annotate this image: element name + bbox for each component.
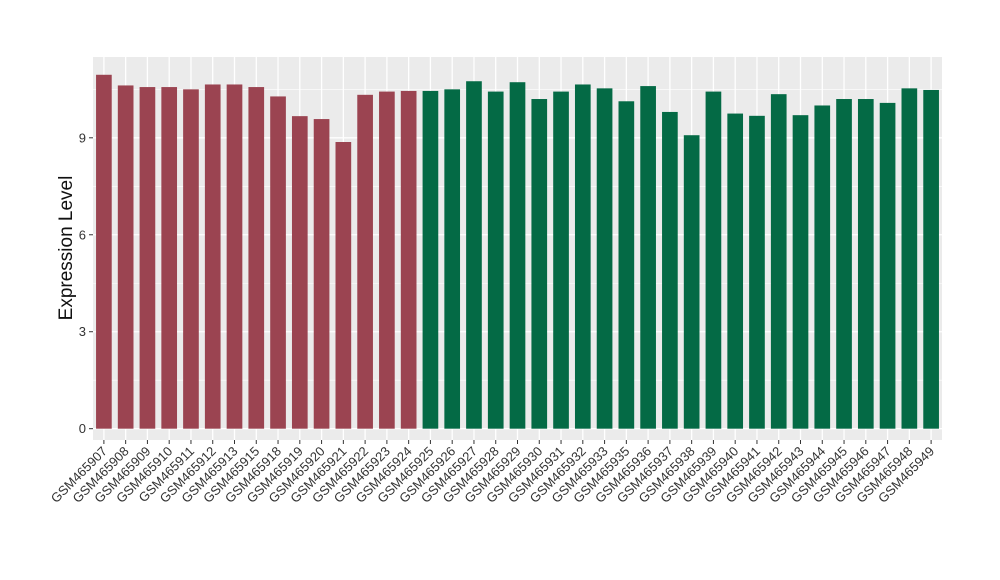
bar-GSM465923 <box>379 91 395 429</box>
bar-GSM465918 <box>270 96 286 429</box>
bar-GSM465913 <box>226 84 243 429</box>
bar-GSM465937 <box>662 111 678 429</box>
bar-GSM465942 <box>770 94 787 429</box>
bar-GSM465919 <box>291 116 308 429</box>
bar-GSM465924 <box>400 90 417 429</box>
bar-GSM465948 <box>901 88 918 429</box>
bar-GSM465943 <box>792 115 809 429</box>
bar-GSM465910 <box>161 87 178 429</box>
y-axis-title: Expression Level <box>56 176 77 321</box>
bars <box>96 74 939 429</box>
bar-GSM465946 <box>857 99 874 429</box>
bar-GSM465911 <box>183 89 199 429</box>
bar-GSM465940 <box>727 113 744 429</box>
bar-GSM465928 <box>487 91 504 429</box>
bar-GSM465932 <box>574 84 591 429</box>
bar-GSM465945 <box>836 99 852 429</box>
bar-GSM465933 <box>596 88 613 429</box>
bar-GSM465947 <box>879 102 896 429</box>
bar-GSM465935 <box>618 101 635 429</box>
bar-GSM465929 <box>509 82 526 429</box>
bar-GSM465936 <box>640 86 656 429</box>
bar-GSM465921 <box>335 142 352 429</box>
bar-GSM465909 <box>139 87 156 429</box>
bar-GSM465939 <box>705 91 722 429</box>
bar-GSM465908 <box>117 85 134 429</box>
y-tick-label: 6 <box>79 227 86 242</box>
bar-GSM465920 <box>313 119 330 429</box>
bar-GSM465922 <box>357 94 373 429</box>
bar-GSM465949 <box>923 89 939 429</box>
bar-GSM465915 <box>248 87 265 429</box>
bar-GSM465938 <box>683 135 700 429</box>
y-axis: 0 3 6 9 <box>79 130 93 436</box>
y-tick-label: 3 <box>79 324 86 339</box>
bar-GSM465907 <box>96 74 112 429</box>
bar-GSM465925 <box>422 90 439 429</box>
y-tick-label: 0 <box>79 421 86 436</box>
x-axis: GSM465907GSM465908GSM465909GSM465910GSM4… <box>48 440 937 506</box>
bar-GSM465941 <box>749 115 765 429</box>
y-tick-label: 9 <box>79 130 86 145</box>
bar-GSM465927 <box>466 81 482 429</box>
bar-GSM465944 <box>814 105 831 429</box>
bar-GSM465912 <box>204 84 221 429</box>
bar-GSM465926 <box>444 89 461 429</box>
bar-GSM465930 <box>531 99 548 429</box>
bar-GSM465931 <box>553 91 569 429</box>
